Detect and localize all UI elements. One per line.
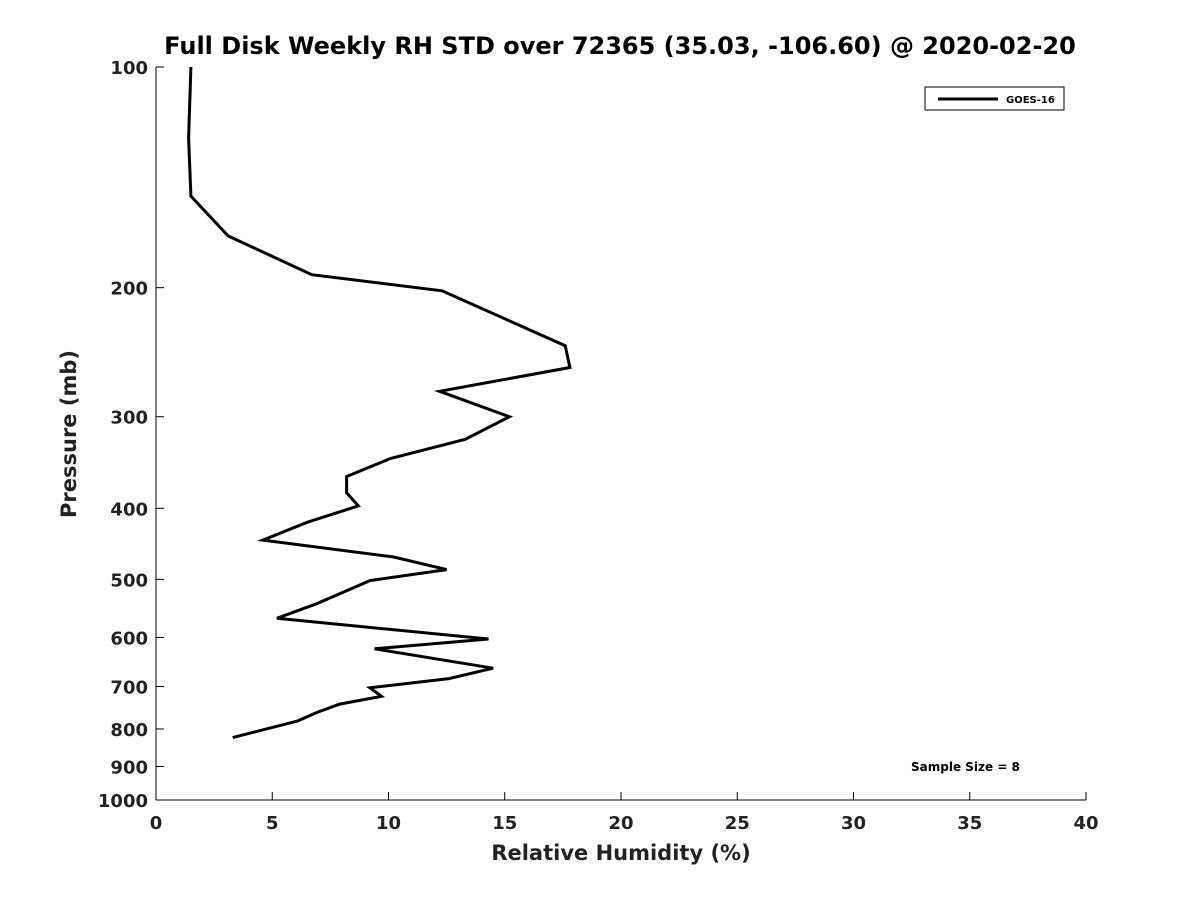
- y-tick-label: 1000: [98, 791, 148, 812]
- y-axis-label: Pressure (mb): [57, 350, 81, 518]
- y-tick-label: 700: [110, 677, 148, 698]
- x-tick-label: 35: [957, 813, 982, 834]
- x-tick-label: 15: [492, 813, 517, 834]
- x-axis-label: Relative Humidity (%): [491, 841, 750, 865]
- y-tick-label: 300: [110, 408, 148, 429]
- x-axis-ticks: 0 5 10 15 20 25 30 35 40: [150, 792, 1099, 834]
- legend: GOES-16: [924, 86, 1065, 111]
- chart-title: Full Disk Weekly RH STD over 72365 (35.0…: [164, 32, 1076, 60]
- y-tick-label: 800: [110, 720, 148, 741]
- x-tick-label: 30: [841, 813, 866, 834]
- y-tick-label: 400: [110, 499, 148, 520]
- x-tick-label: 25: [725, 813, 750, 834]
- x-tick-label: 20: [608, 813, 633, 834]
- y-tick-label: 900: [110, 757, 148, 778]
- x-tick-label: 40: [1073, 813, 1098, 834]
- x-tick-label: 5: [266, 813, 279, 834]
- y-tick-label: 200: [110, 279, 148, 300]
- y-tick-label: 600: [110, 628, 148, 649]
- series-line-goes-16: [187, 66, 572, 740]
- x-tick-label: 10: [376, 813, 401, 834]
- y-axis-ticks: 100 200 300 400 500 600 700 800 900 1000: [98, 58, 164, 812]
- legend-entry-goes-16: GOES-16: [1006, 95, 1055, 106]
- sample-size-annotation: Sample Size = 8: [911, 760, 1020, 774]
- x-tick-label: 0: [150, 813, 163, 834]
- plot-axes: [155, 67, 1086, 801]
- y-tick-label: 500: [110, 570, 148, 591]
- y-tick-label: 100: [110, 58, 148, 79]
